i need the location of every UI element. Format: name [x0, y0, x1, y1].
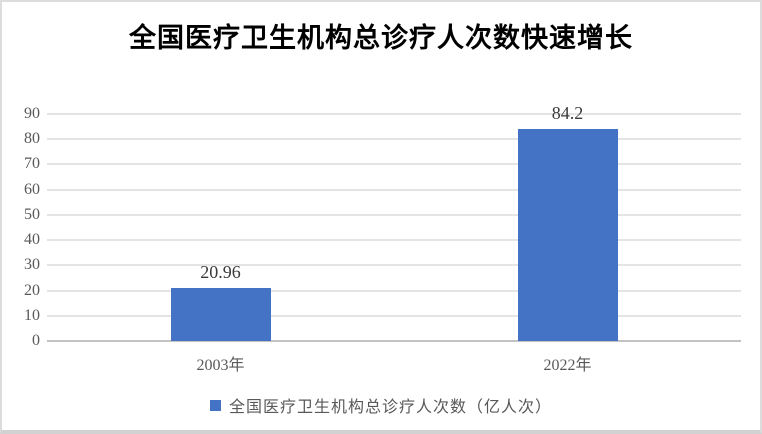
y-tick-label: 80 — [24, 130, 40, 148]
gridline — [47, 264, 741, 267]
y-tick-label: 90 — [24, 105, 40, 122]
y-tick-label: 50 — [24, 205, 40, 223]
legend-label: 全国医疗卫生机构总诊疗人次数（亿人次） — [228, 399, 552, 416]
y-tick-label: 0 — [32, 332, 40, 349]
x-tick-label: 2003年 — [196, 357, 245, 374]
gridline — [47, 188, 741, 191]
legend-swatch-icon — [209, 399, 221, 411]
gridline — [47, 113, 741, 115]
gridline — [47, 138, 741, 141]
y-tick-label: 20 — [24, 281, 40, 299]
y-tick-label: 40 — [24, 231, 40, 249]
y-tick-label: 10 — [24, 306, 40, 324]
gridline — [47, 213, 741, 216]
bar — [517, 128, 618, 341]
y-tick-label: 30 — [24, 256, 40, 274]
gridline — [47, 314, 741, 317]
legend: 全国医疗卫生机构总诊疗人次数（亿人次） — [2, 393, 760, 417]
y-tick-label: 60 — [24, 180, 40, 198]
y-tick-label: 70 — [24, 155, 40, 173]
x-axis-line — [47, 340, 741, 342]
x-tick-label: 2022年 — [543, 357, 592, 374]
bar — [170, 288, 271, 341]
gridline — [47, 289, 741, 292]
data-label: 20.96 — [200, 262, 241, 283]
plot-area — [47, 113, 741, 342]
gridline — [47, 239, 741, 242]
gridline — [47, 163, 741, 166]
data-label: 84.2 — [551, 102, 584, 123]
chart-title: 全国医疗卫生机构总诊疗人次数快速增长 — [129, 23, 633, 53]
